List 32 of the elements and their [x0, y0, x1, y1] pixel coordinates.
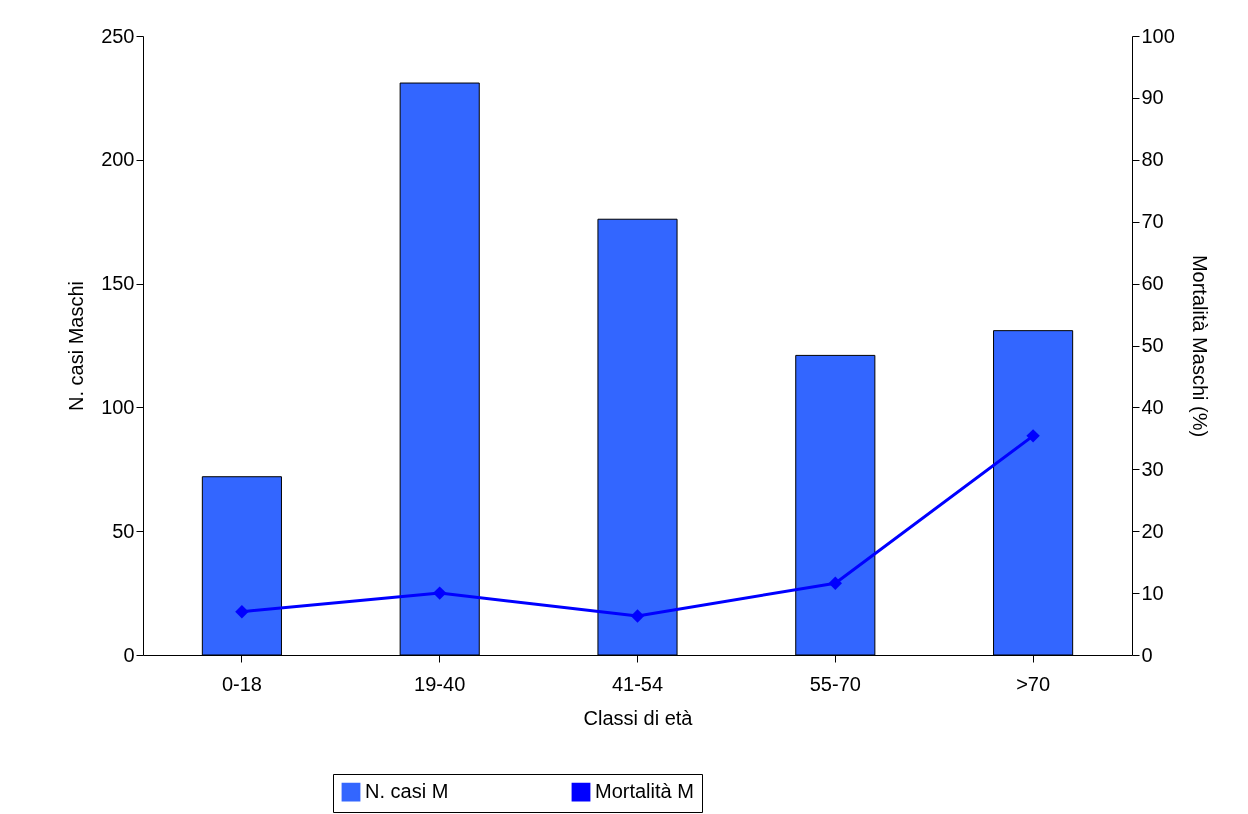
x-tick-label: 0-18 [221, 672, 262, 695]
legend-label: N. casi M [365, 780, 449, 803]
y-tick-label: 100 [101, 395, 135, 418]
y-tick-label: 250 [101, 24, 135, 47]
y2-tick-label: 70 [1141, 210, 1164, 233]
y2-tick-label: 30 [1141, 457, 1164, 480]
x-tick-label: 55-70 [809, 672, 861, 695]
y-axis-title: N. casi Maschi [65, 280, 88, 412]
y2-tick-label: 80 [1141, 148, 1164, 171]
point [1026, 429, 1040, 443]
y-tick-label: 0 [123, 643, 135, 666]
y2-axis-title: Mortalità Maschi (%) [1188, 254, 1211, 438]
y2-tick-label: 100 [1141, 24, 1175, 47]
y2-tick-label: 40 [1141, 395, 1164, 418]
y2-tick-label: 10 [1141, 581, 1164, 604]
y-tick-label: 200 [101, 148, 135, 171]
y2-tick-label: 60 [1141, 272, 1164, 295]
x-tick-label: >70 [1016, 672, 1051, 695]
y2-tick-label: 20 [1141, 519, 1164, 542]
y2-tick-label: 90 [1141, 86, 1164, 109]
legend-label: Mortalità M [595, 780, 694, 803]
point [432, 586, 447, 600]
x-axis-title: Classi di età [583, 706, 694, 729]
x-tick-label: 41-54 [611, 672, 664, 695]
y2-tick-label: 50 [1141, 334, 1164, 356]
y-tick-label: 150 [101, 272, 135, 295]
y-tick-label: 50 [112, 519, 135, 542]
x-tick-label: 19-40 [414, 672, 466, 695]
point [828, 576, 843, 590]
y2-tick-label: 0 [1141, 643, 1153, 666]
point [630, 609, 645, 623]
point [235, 604, 249, 619]
